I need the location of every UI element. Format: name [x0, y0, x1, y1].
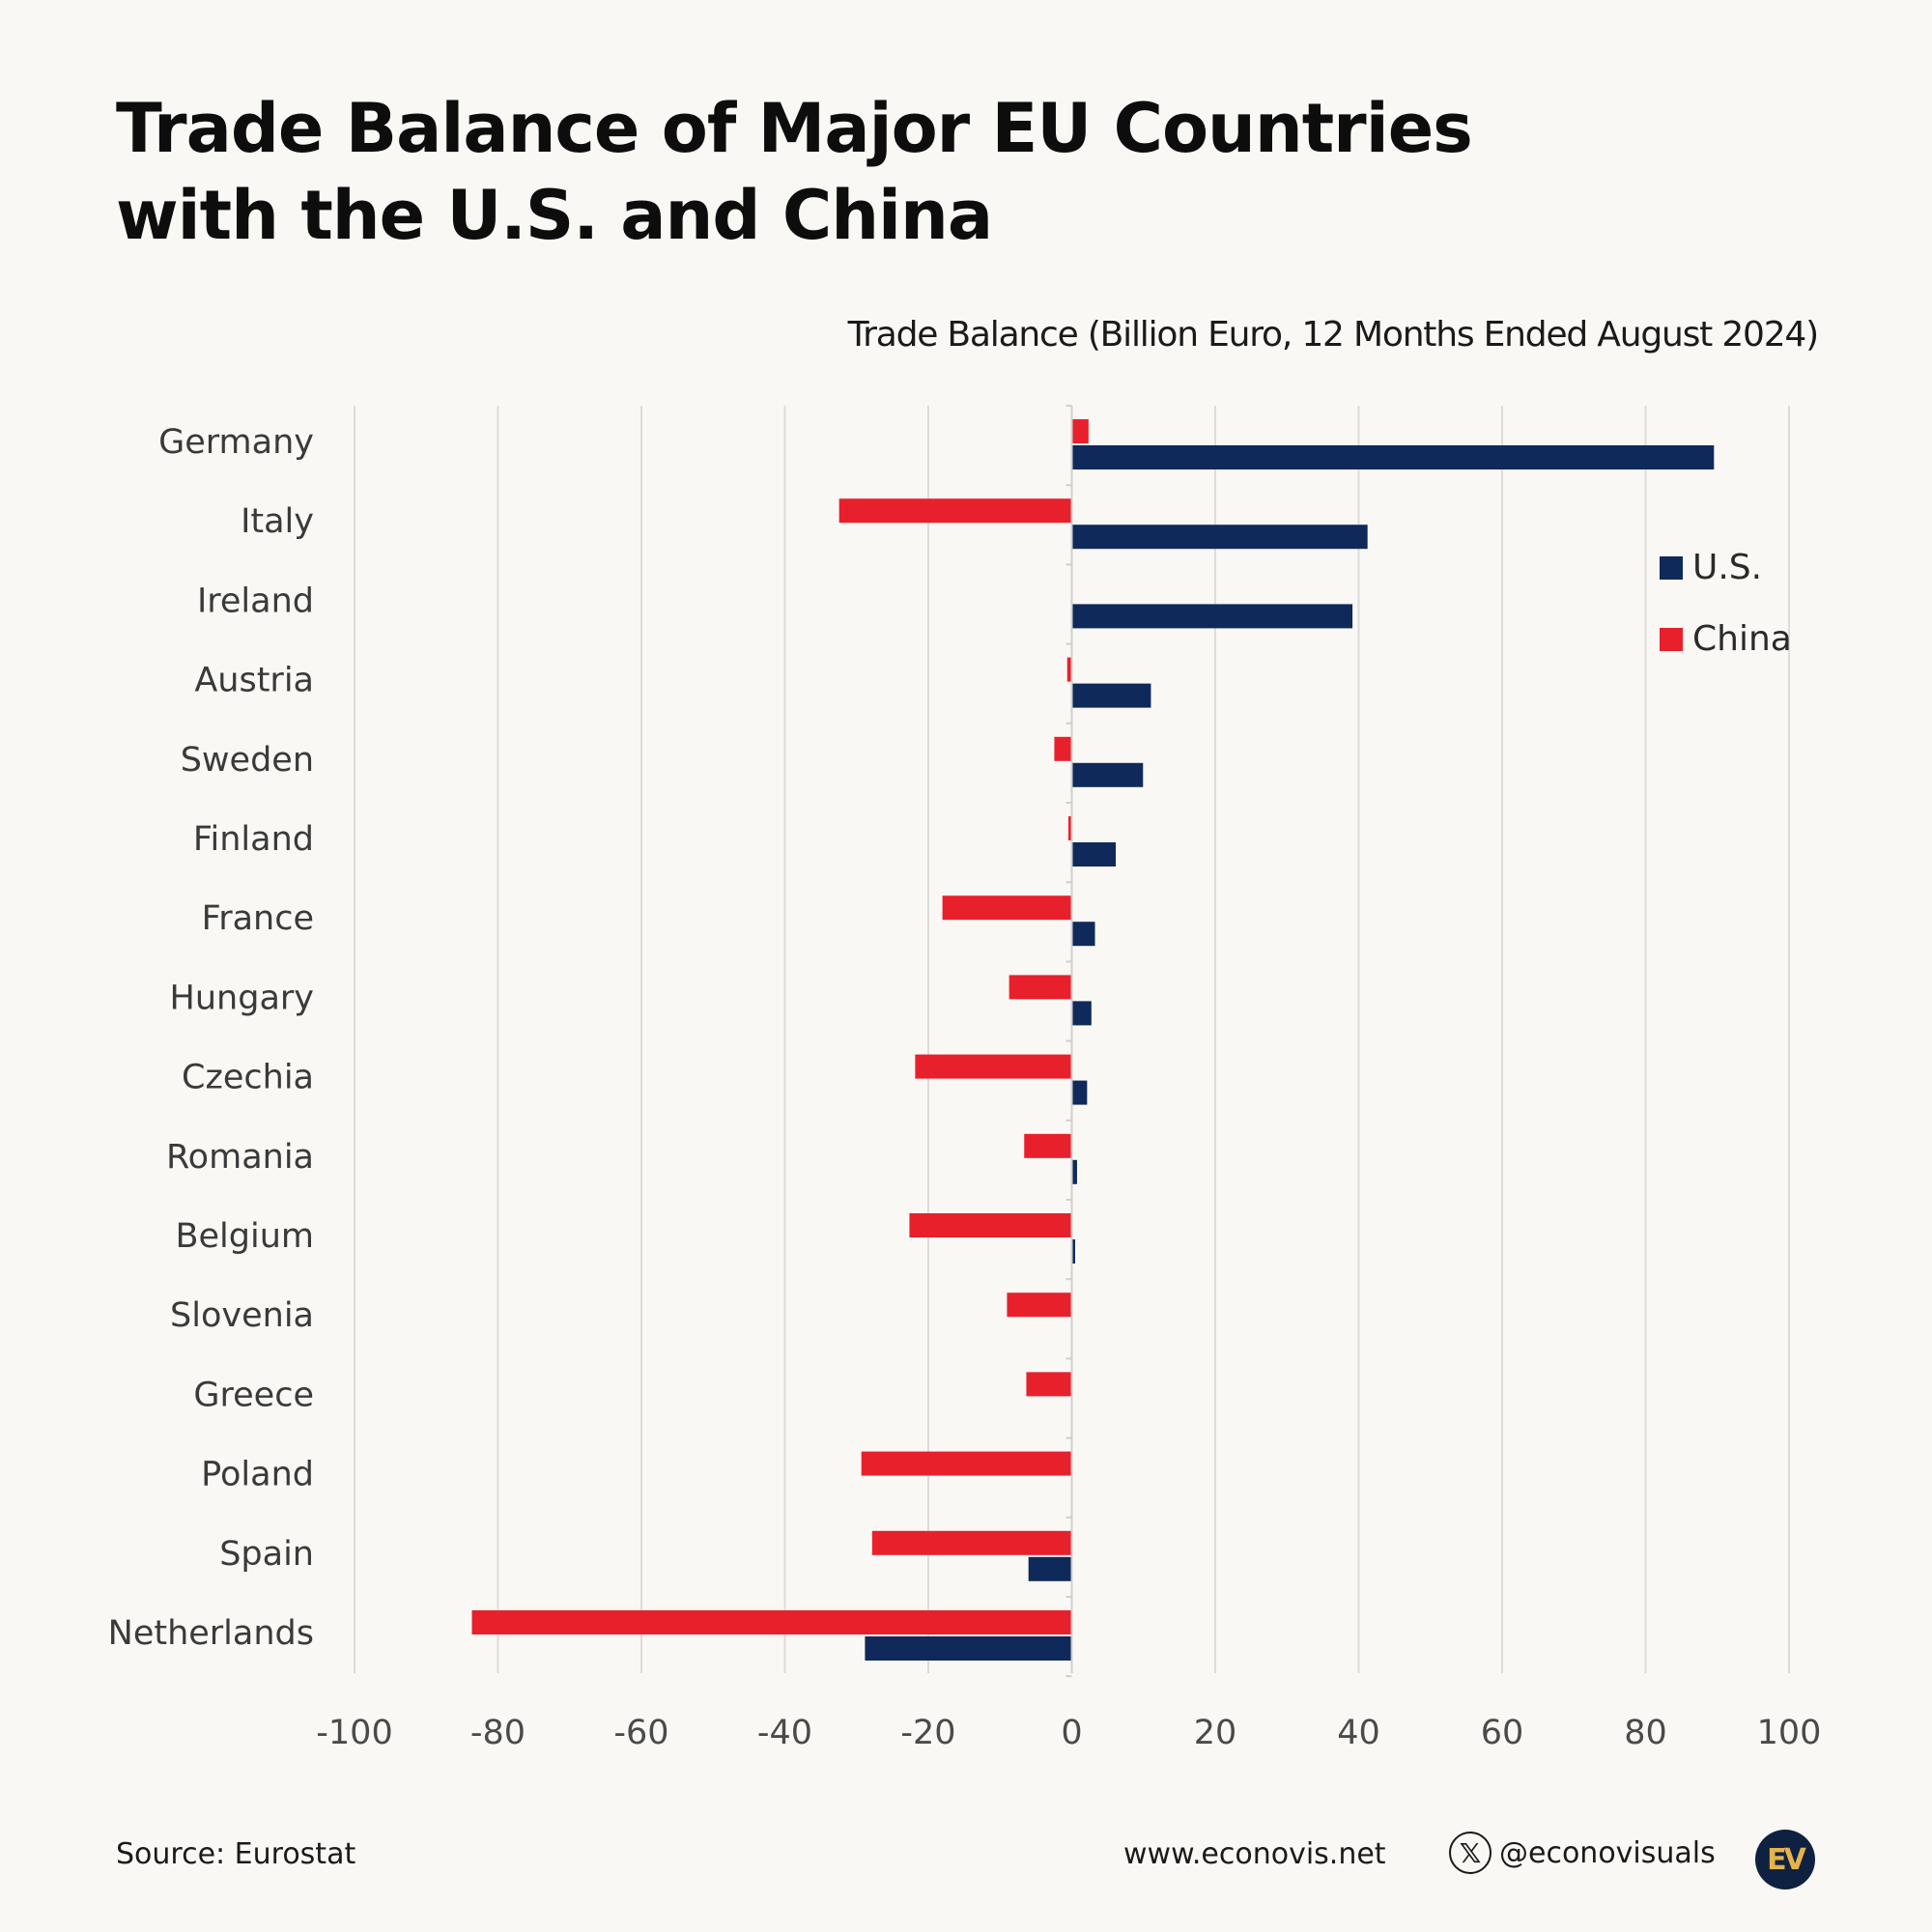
category-label: Greece [193, 1376, 314, 1414]
social-handle[interactable]: 𝕏 @econovisuals [1449, 1832, 1716, 1874]
bar-us-netherlands [865, 1636, 1071, 1661]
bar-us-romania [1072, 1159, 1077, 1184]
source-note: Source: Eurostat [116, 1837, 356, 1871]
bar-us-france [1072, 922, 1095, 947]
category-label: Italy [241, 502, 314, 541]
bar-us-ireland [1072, 604, 1353, 629]
category-label: Czechia [182, 1059, 314, 1097]
bar-china-finland [1068, 816, 1071, 840]
x-tick-label: 80 [1624, 1714, 1667, 1752]
chart-subtitle: Trade Balance (Billion Euro, 12 Months E… [847, 315, 1820, 355]
x-tick-label: -40 [757, 1714, 812, 1752]
social-handle-text: @econovisuals [1499, 1835, 1716, 1870]
bar-us-germany [1072, 445, 1715, 469]
category-label: Ireland [197, 582, 314, 620]
category-label: Sweden [181, 741, 314, 780]
bar-china-czechia [915, 1054, 1071, 1079]
category-labels: Germany Italy Ireland Austria Sweden Finland F… [108, 423, 314, 1653]
x-tick-label: 0 [1061, 1714, 1082, 1752]
bar-us-belgium [1072, 1239, 1075, 1264]
bar-china-belgium [909, 1213, 1071, 1237]
legend-label-china: China [1692, 619, 1792, 659]
bar-us-sweden [1072, 762, 1144, 787]
chart-title-line-1: Trade Balance of Major EU Countries [116, 89, 1473, 168]
category-label: Netherlands [108, 1614, 314, 1653]
bar-us-finland [1072, 842, 1117, 867]
category-label: France [202, 899, 314, 938]
x-logo-icon: 𝕏 [1449, 1832, 1492, 1874]
x-tick-label: -60 [613, 1714, 668, 1752]
x-tick-label: -100 [316, 1714, 392, 1752]
brand-logo: EV [1755, 1830, 1815, 1889]
category-label: Slovenia [170, 1296, 314, 1335]
legend-swatch-china [1660, 628, 1683, 651]
category-label: Spain [219, 1535, 314, 1574]
legend-label-us: U.S. [1692, 548, 1762, 587]
bar-china-poland [861, 1451, 1071, 1476]
x-tick-label: -80 [470, 1714, 526, 1752]
category-label: Germany [158, 423, 314, 462]
bar-china-hungary [1009, 975, 1071, 1000]
bar-us-czechia [1072, 1080, 1088, 1105]
x-tick-label: -20 [900, 1714, 955, 1752]
bar-china-italy [838, 498, 1071, 524]
x-tick-label: 100 [1757, 1714, 1822, 1752]
chart-title-line-2: with the U.S. and China [116, 176, 993, 255]
zero-axis [1065, 405, 1073, 1678]
legend-swatch-us [1660, 556, 1683, 580]
bars [471, 419, 1715, 1661]
category-label: Austria [194, 662, 314, 700]
category-label: Romania [166, 1138, 314, 1177]
bar-us-hungary [1072, 1001, 1092, 1026]
bar-china-netherlands [471, 1610, 1071, 1634]
category-label: Poland [201, 1456, 314, 1494]
bar-china-slovenia [1007, 1293, 1071, 1318]
bar-china-greece [1026, 1372, 1071, 1397]
legend: U.S. China [1660, 548, 1792, 659]
category-label: Hungary [170, 979, 314, 1017]
bar-china-france [942, 895, 1071, 921]
x-tick-label: 60 [1481, 1714, 1524, 1752]
bar-china-austria [1066, 657, 1071, 682]
bar-china-germany [1072, 419, 1089, 443]
x-tick-label: 40 [1337, 1714, 1380, 1752]
bar-china-sweden [1054, 736, 1071, 761]
x-tick-label: 20 [1194, 1714, 1237, 1752]
category-label: Belgium [176, 1217, 315, 1256]
chart-title: Trade Balance of Major EU Countries with… [116, 85, 1473, 259]
bar-china-spain [871, 1530, 1071, 1555]
bar-china-romania [1024, 1133, 1071, 1158]
bar-us-italy [1072, 525, 1368, 550]
bar-us-spain [1028, 1556, 1071, 1581]
category-label: Finland [193, 820, 314, 859]
website-link[interactable]: www.econovis.net [1123, 1837, 1386, 1871]
bar-us-austria [1072, 683, 1151, 708]
x-tick-labels: -100 -80 -60 -40 -20 0 20 40 60 80 100 [316, 1714, 1821, 1752]
